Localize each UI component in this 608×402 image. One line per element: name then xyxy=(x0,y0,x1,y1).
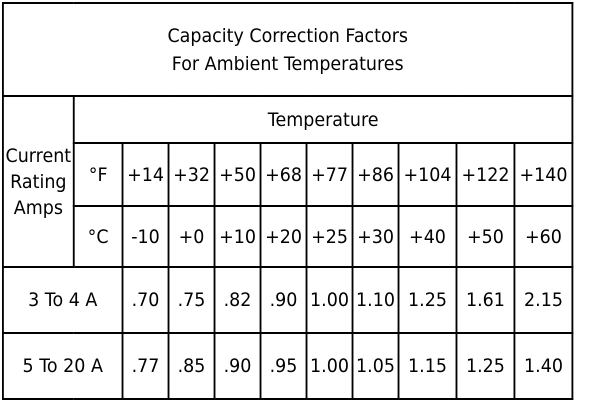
temp-c-cell: +60 xyxy=(513,205,574,268)
temperature-header: Temperature xyxy=(72,95,574,144)
current-rating-header: Current Rating Amps xyxy=(2,95,75,268)
factor-cell: 1.00 xyxy=(305,332,354,400)
temp-f-cell: +68 xyxy=(259,142,308,207)
temp-c-cell: +10 xyxy=(213,205,262,268)
factor-cell: 1.25 xyxy=(397,266,458,334)
temp-f-cell: +77 xyxy=(305,142,354,207)
temp-f-cell: +14 xyxy=(121,142,170,207)
temp-c-cell: +40 xyxy=(397,205,458,268)
celsius-row: °C -10 +0 +10 +20 +25 +30 +40 +50 +60 xyxy=(3,205,574,268)
capacity-correction-table: Capacity Correction Factors For Ambient … xyxy=(1,2,574,400)
temp-f-cell: +86 xyxy=(351,142,400,207)
temp-c-cell: +50 xyxy=(455,205,516,268)
factor-cell: .77 xyxy=(121,332,170,400)
row-label: 5 To 20 A xyxy=(2,332,124,400)
celsius-label: °C xyxy=(72,205,124,268)
temp-f-cell: +50 xyxy=(213,142,262,207)
current-rating-line-3: Amps xyxy=(13,196,63,219)
factor-cell: .85 xyxy=(167,332,216,400)
factor-cell: 2.15 xyxy=(513,266,574,334)
temp-c-cell: +30 xyxy=(351,205,400,268)
factor-cell: .70 xyxy=(121,266,170,334)
temp-f-cell: +104 xyxy=(397,142,458,207)
row-label: 3 To 4 A xyxy=(2,266,124,334)
factor-cell: .90 xyxy=(213,332,262,400)
factor-cell: 1.00 xyxy=(305,266,354,334)
table-title: Capacity Correction Factors For Ambient … xyxy=(1,2,574,97)
fahrenheit-row: °F +14 +32 +50 +68 +77 +86 +104 +122 +14… xyxy=(3,142,574,207)
title-line-2: For Ambient Temperatures xyxy=(171,52,404,75)
fahrenheit-label: °F xyxy=(72,142,124,207)
factor-cell: 1.10 xyxy=(351,266,400,334)
factor-cell: .90 xyxy=(259,266,308,334)
factor-cell: 1.05 xyxy=(351,332,400,400)
factor-cell: .75 xyxy=(167,266,216,334)
factor-cell: 1.15 xyxy=(397,332,458,400)
temp-c-cell: +20 xyxy=(259,205,308,268)
factor-cell: 1.25 xyxy=(455,332,516,400)
temp-f-cell: +122 xyxy=(455,142,516,207)
table-row: 5 To 20 A .77 .85 .90 .95 1.00 1.05 1.15… xyxy=(2,332,574,400)
factor-cell: 1.40 xyxy=(513,332,574,400)
current-rating-line-1: Current xyxy=(5,144,72,167)
factor-cell: .95 xyxy=(259,332,308,400)
temp-c-cell: +25 xyxy=(305,205,354,268)
factor-cell: .82 xyxy=(213,266,262,334)
temp-f-cell: +32 xyxy=(167,142,216,207)
current-rating-line-2: Rating xyxy=(10,170,67,193)
temp-c-cell: -10 xyxy=(121,205,170,268)
table-row: 3 To 4 A .70 .75 .82 .90 1.00 1.10 1.25 … xyxy=(2,266,574,334)
temp-f-cell: +140 xyxy=(513,142,574,207)
temp-c-cell: +0 xyxy=(167,205,216,268)
factor-cell: 1.61 xyxy=(455,266,516,334)
title-line-1: Capacity Correction Factors xyxy=(167,24,409,47)
